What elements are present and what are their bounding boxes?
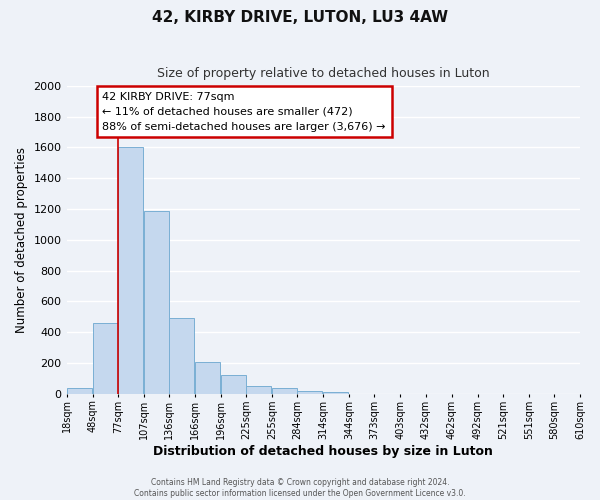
Bar (195, 362, 220, 394)
Title: Size of property relative to detached houses in Luton: Size of property relative to detached ho… (157, 68, 490, 80)
Bar (246, 386, 271, 394)
X-axis label: Distribution of detached houses by size in Luton: Distribution of detached houses by size … (154, 444, 493, 458)
Bar (92, 323, 118, 394)
Bar (297, 390, 322, 394)
Text: 42 KIRBY DRIVE: 77sqm
← 11% of detached houses are smaller (472)
88% of semi-det: 42 KIRBY DRIVE: 77sqm ← 11% of detached … (103, 92, 386, 132)
Bar (169, 318, 194, 394)
Bar (144, 212, 169, 394)
Bar (118, 148, 143, 394)
Bar (323, 392, 349, 394)
Text: Contains HM Land Registry data © Crown copyright and database right 2024.
Contai: Contains HM Land Registry data © Crown c… (134, 478, 466, 498)
Y-axis label: Number of detached properties: Number of detached properties (15, 147, 28, 333)
Bar (221, 374, 246, 394)
Bar (272, 388, 297, 394)
Bar (67, 388, 92, 394)
Text: 42, KIRBY DRIVE, LUTON, LU3 4AW: 42, KIRBY DRIVE, LUTON, LU3 4AW (152, 10, 448, 25)
